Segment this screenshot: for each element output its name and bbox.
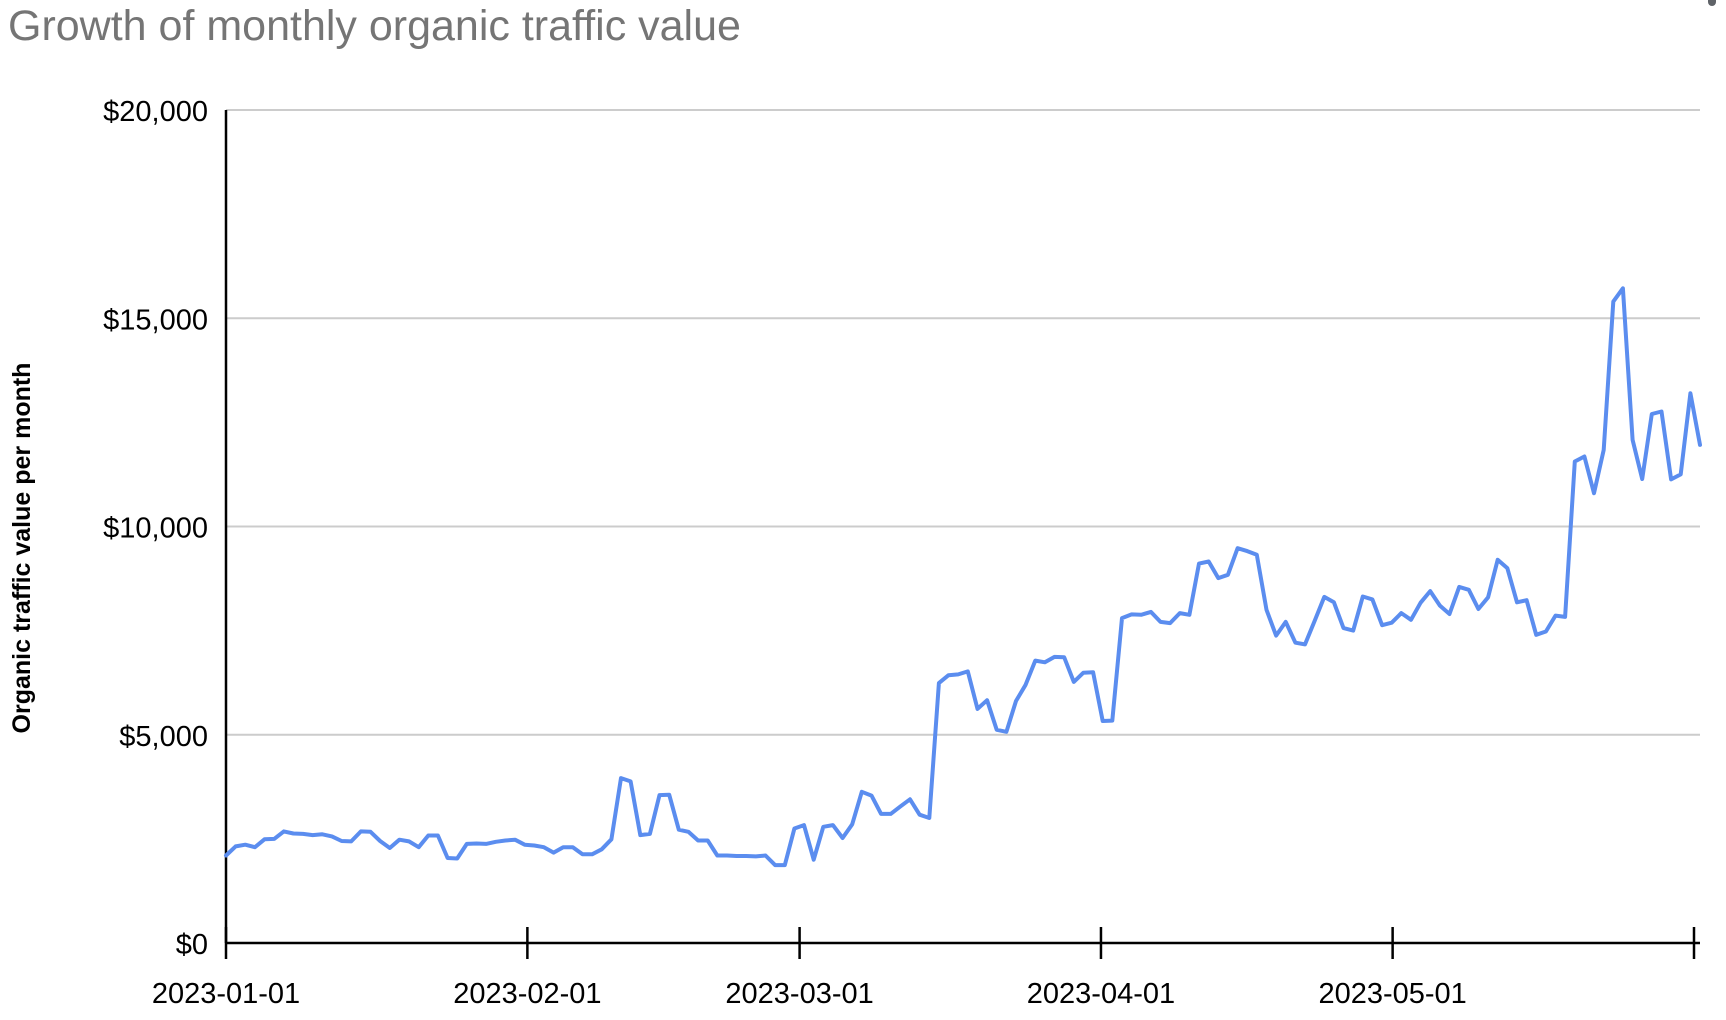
x-tick-labels: 2023-01-01 2023-02-01 2023-03-01 2023-04-01…	[152, 978, 1467, 1010]
y-tick-label: $15,000	[103, 304, 208, 336]
y-axis-label: Organic traffic value per month	[8, 363, 36, 734]
y-tick-label: $5,000	[119, 721, 208, 753]
series-line-0	[224, 286, 1702, 868]
axes	[224, 110, 1700, 959]
x-tick-label: 2023-04-01	[1027, 978, 1175, 1010]
y-tick-label: $20,000	[103, 96, 208, 128]
x-tick-label: 2023-05-01	[1318, 978, 1466, 1010]
series-layer	[224, 286, 1702, 868]
x-tick-label: 2023-03-01	[725, 978, 873, 1010]
chart-title: Growth of monthly organic traffic value	[8, 2, 741, 50]
x-tick-label: 2023-01-01	[152, 978, 300, 1010]
y-tick-label: $10,000	[103, 513, 208, 545]
menu-dot-icon	[1708, 0, 1716, 6]
grid-lines	[226, 109, 1700, 736]
y-tick-labels: $0 $5,000 $10,000 $15,000 $20,000	[103, 96, 208, 961]
x-tick-label: 2023-02-01	[453, 978, 601, 1010]
y-tick-label: $0	[176, 929, 208, 961]
